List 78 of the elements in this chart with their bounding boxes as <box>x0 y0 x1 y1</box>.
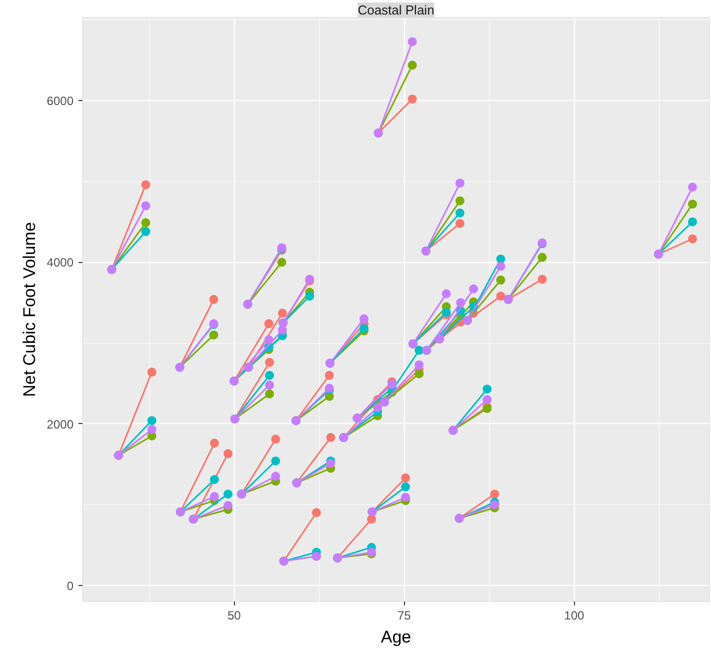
point <box>224 490 233 499</box>
point <box>264 335 274 344</box>
x-tick-label: 75 <box>397 608 412 622</box>
point <box>482 384 492 394</box>
point <box>305 292 314 301</box>
point <box>414 369 424 378</box>
point <box>224 449 233 458</box>
point <box>496 292 506 301</box>
x-axis-title: Age <box>380 628 412 646</box>
point <box>414 346 424 355</box>
point <box>367 514 376 524</box>
point <box>209 330 218 340</box>
y-tick-label: 6000 <box>46 94 74 108</box>
point <box>538 252 547 262</box>
point <box>538 274 547 284</box>
point <box>324 370 334 380</box>
point <box>455 208 464 218</box>
y-tick-label: 0 <box>66 578 74 593</box>
chart-title: Coastal Plain <box>358 2 434 18</box>
point <box>147 424 156 434</box>
x-tick-label: 100 <box>564 608 585 622</box>
point <box>688 200 697 209</box>
point <box>408 60 417 70</box>
point <box>455 196 464 206</box>
point <box>360 324 369 333</box>
y-axis-title: Net Cubic Foot Volume <box>20 222 39 397</box>
point <box>210 492 219 501</box>
point <box>688 234 697 244</box>
point <box>147 368 156 377</box>
point <box>456 298 466 308</box>
point <box>401 473 410 482</box>
point <box>490 490 500 499</box>
point <box>224 500 233 510</box>
point <box>496 276 506 285</box>
point <box>209 294 218 304</box>
point <box>265 358 274 367</box>
point <box>414 360 424 370</box>
point <box>496 262 506 271</box>
point <box>401 492 410 502</box>
point <box>490 500 500 510</box>
point <box>408 94 417 104</box>
point <box>482 395 492 404</box>
point <box>326 458 336 468</box>
point <box>312 508 321 518</box>
point <box>401 482 410 492</box>
point <box>496 254 506 264</box>
point <box>271 456 280 466</box>
point <box>408 37 417 46</box>
point <box>278 308 287 318</box>
point <box>265 370 274 380</box>
point <box>277 258 286 267</box>
point <box>387 380 396 389</box>
point <box>265 389 274 398</box>
point <box>442 308 451 317</box>
point <box>210 438 219 448</box>
point <box>278 326 287 335</box>
point <box>264 319 274 328</box>
point <box>141 218 150 228</box>
point <box>688 182 697 192</box>
point <box>141 201 150 210</box>
point <box>688 217 697 226</box>
x-tick-label: 50 <box>227 608 242 622</box>
point <box>326 433 336 442</box>
point <box>455 178 464 188</box>
point <box>373 403 382 412</box>
point <box>360 314 369 324</box>
point <box>210 475 219 484</box>
point <box>271 472 280 481</box>
y-tick-label: 2000 <box>46 417 74 432</box>
point <box>455 218 464 228</box>
point <box>271 434 280 444</box>
y-tick-label: 4000 <box>46 256 74 270</box>
point <box>141 227 150 236</box>
point <box>141 180 150 190</box>
point <box>147 416 156 426</box>
point <box>442 289 451 298</box>
point <box>265 380 274 390</box>
point <box>469 284 478 294</box>
